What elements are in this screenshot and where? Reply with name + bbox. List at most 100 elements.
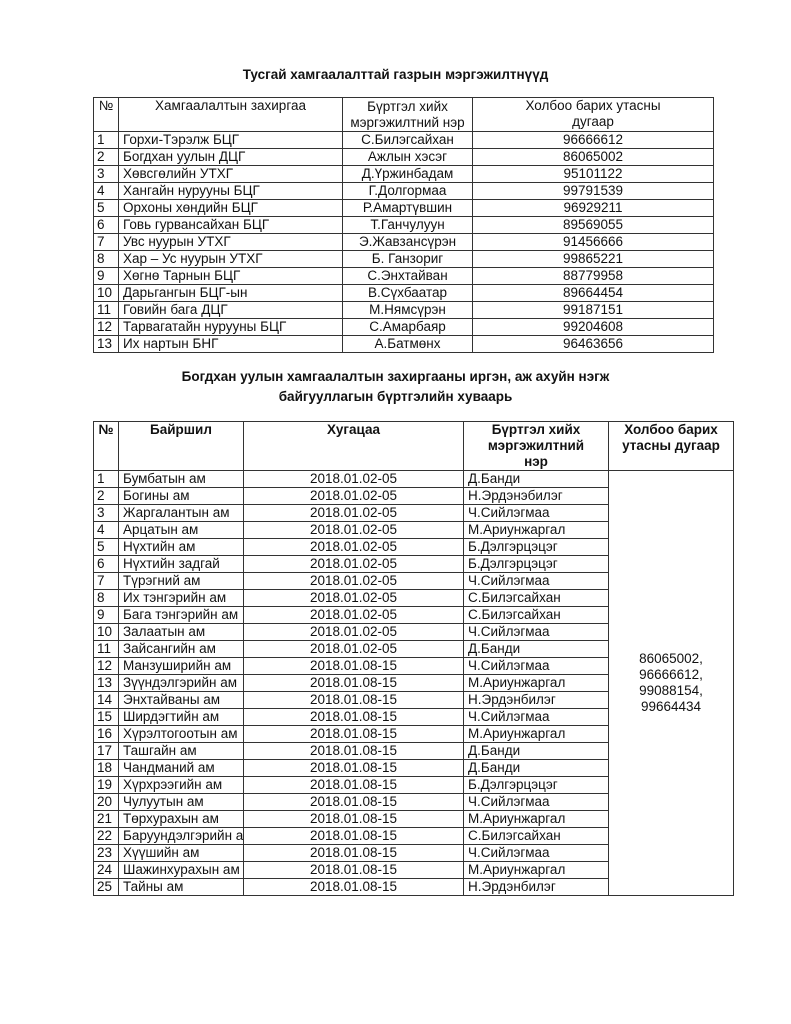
specialist-name: А.Батмөнх <box>342 335 473 353</box>
location-name: Богины ам <box>118 487 244 505</box>
row-number: 3 <box>93 504 119 522</box>
specialist-name: Э.Жавзансүрэн <box>342 233 473 251</box>
table-row: 21 Төрхурахын ам 2018.01.08-15 М.Ариунжарга… <box>93 810 734 828</box>
period: 2018.01.08-15 <box>243 742 464 760</box>
specialist-name: Д.Банди <box>463 759 609 777</box>
row-number: 24 <box>93 861 119 879</box>
specialist-name: М.Ариунжаргал <box>463 674 609 692</box>
period: 2018.01.08-15 <box>243 844 464 862</box>
phone-number: 99865221 <box>472 250 714 268</box>
period: 2018.01.08-15 <box>243 793 464 811</box>
table-row: 7 Түрэгний ам 2018.01.02-05 Ч.Сийлэгмаа <box>93 572 734 590</box>
location-name: Чулуутын ам <box>118 793 244 811</box>
location-name: Хүрэлтогоотын ам <box>118 725 244 743</box>
period: 2018.01.08-15 <box>243 657 464 675</box>
organization-name: Горхи-Тэрэлж БЦГ <box>118 131 343 149</box>
period: 2018.01.08-15 <box>243 725 464 743</box>
header-organization: Хамгаалалтын захиргаа <box>118 97 343 132</box>
row-number: 19 <box>93 776 119 794</box>
table-row: 10 Дарьгангын БЦГ-ын В.Сүхбаатар 89664454 <box>93 284 714 302</box>
row-number: 14 <box>93 691 119 709</box>
header-specialist: Бүртгэл хийх мэргэжилтний нэр <box>342 97 473 132</box>
location-name: Тайны ам <box>118 878 244 896</box>
row-number: 10 <box>93 623 119 641</box>
specialist-name: М.Ариунжаргал <box>463 521 609 539</box>
section2-title-line1: Богдхан уулын хамгаалалтын захиргааны ир… <box>181 369 610 384</box>
contact-phones: 86065002, 96666612, 99088154, 99664434 <box>608 470 734 896</box>
row-number: 10 <box>93 284 119 302</box>
header-phone: Холбоо барих утасны дугаар <box>608 421 734 471</box>
row-number: 21 <box>93 810 119 828</box>
table-row: 6 Говь гурвансайхан БЦГ Т.Ганчулуун 8956905… <box>93 216 714 234</box>
table-row: 12 Манзуширийн ам 2018.01.08-15 Ч.Сийлэгмаа <box>93 657 734 675</box>
phone-number: 96929211 <box>472 199 714 217</box>
specialist-name: Ч.Сийлэгмаа <box>463 572 609 590</box>
table-row: 1 Горхи-Тэрэлж БЦГ С.Билэгсайхан 96666612 <box>93 131 714 149</box>
phone-number: 89664454 <box>472 284 714 302</box>
table-row: 9 Бага тэнгэрийн ам 2018.01.02-05 С.Билэгса… <box>93 606 734 624</box>
specialist-name: Ч.Сийлэгмаа <box>463 623 609 641</box>
row-number: 15 <box>93 708 119 726</box>
period: 2018.01.08-15 <box>243 759 464 777</box>
header-period: Хугацаа <box>243 421 464 471</box>
specialist-name: Д.Банди <box>463 640 609 658</box>
row-number: 7 <box>93 572 119 590</box>
period: 2018.01.02-05 <box>243 555 464 573</box>
row-number: 5 <box>93 199 119 217</box>
specialist-name: В.Сүхбаатар <box>342 284 473 302</box>
specialist-name: С.Билэгсайхан <box>463 589 609 607</box>
location-name: Бага тэнгэрийн ам <box>118 606 244 624</box>
table-row: 12 Тарвагатайн нурууны БЦГ С.Амарбаяр 99204… <box>93 318 714 336</box>
table-row: 22 Баруундэлгэрийн ам 2018.01.08-15 С.Билэг… <box>93 827 734 845</box>
row-number: 6 <box>93 216 119 234</box>
table-row: 8 Хар – Ус нуурын УТХГ Б. Ганзориг 99865221 <box>93 250 714 268</box>
table-row: 2 Богдхан уулын ДЦГ Ажлын хэсэг 86065002 <box>93 148 714 166</box>
organization-name: Их нартын БНГ <box>118 335 343 353</box>
location-name: Арцатын ам <box>118 521 244 539</box>
period: 2018.01.08-15 <box>243 827 464 845</box>
phone-number: 86065002 <box>472 148 714 166</box>
location-name: Бумбатын ам <box>118 470 244 488</box>
specialist-name: С.Амарбаяр <box>342 318 473 336</box>
period: 2018.01.02-05 <box>243 521 464 539</box>
specialist-name: Ч.Сийлэгмаа <box>463 793 609 811</box>
phone-number: 95101122 <box>472 165 714 183</box>
row-number: 20 <box>93 793 119 811</box>
period: 2018.01.08-15 <box>243 776 464 794</box>
table-row: 8 Их тэнгэрийн ам 2018.01.02-05 С.Билэгсайх… <box>93 589 734 607</box>
table-row: 17 Ташгайн ам 2018.01.08-15 Д.Банди <box>93 742 734 760</box>
location-name: Жаргалантын ам <box>118 504 244 522</box>
schedule-table: № Байршил Хугацаа Бүртгэл хийх мэргэжилт… <box>93 421 734 896</box>
row-number: 23 <box>93 844 119 862</box>
table-row: 11 Говийн бага ДЦГ М.Нямсүрэн 99187151 <box>93 301 714 319</box>
organization-name: Дарьгангын БЦГ-ын <box>118 284 343 302</box>
row-number: 7 <box>93 233 119 251</box>
organization-name: Говь гурвансайхан БЦГ <box>118 216 343 234</box>
specialist-name: Б.Дэлгэрцэцэг <box>463 538 609 556</box>
specialist-name: Ч.Сийлэгмаа <box>463 708 609 726</box>
location-name: Их тэнгэрийн ам <box>118 589 244 607</box>
specialist-name: С.Энхтайван <box>342 267 473 285</box>
period: 2018.01.02-05 <box>243 623 464 641</box>
table-row: 25 Тайны ам 2018.01.08-15 Н.Эрдэнбилэг <box>93 878 734 896</box>
specialist-name: С.Билэгсайхан <box>463 827 609 845</box>
organization-name: Увс нуурын УТХГ <box>118 233 343 251</box>
row-number: 3 <box>93 165 119 183</box>
specialist-name: Ажлын хэсэг <box>342 148 473 166</box>
organization-name: Хөгнө Тарнын БЦГ <box>118 267 343 285</box>
table-row: 24 Шажинхурахын ам 2018.01.08-15 М.Ариунжар… <box>93 861 734 879</box>
row-number: 25 <box>93 878 119 896</box>
row-number: 11 <box>93 640 119 658</box>
phone-number: 91456666 <box>472 233 714 251</box>
location-name: Шажинхурахын ам <box>118 861 244 879</box>
location-name: Залаатын ам <box>118 623 244 641</box>
specialists-table: № Хамгаалалтын захиргаа Бүртгэл хийх мэр… <box>93 97 714 353</box>
organization-name: Богдхан уулын ДЦГ <box>118 148 343 166</box>
row-number: 8 <box>93 250 119 268</box>
location-name: Хүүшийн ам <box>118 844 244 862</box>
table-row: 18 Чандманий ам 2018.01.08-15 Д.Банди <box>93 759 734 777</box>
specialist-name: Н.Эрдэнбилэг <box>463 691 609 709</box>
row-number: 4 <box>93 521 119 539</box>
period: 2018.01.02-05 <box>243 640 464 658</box>
location-name: Энхтайваны ам <box>118 691 244 709</box>
